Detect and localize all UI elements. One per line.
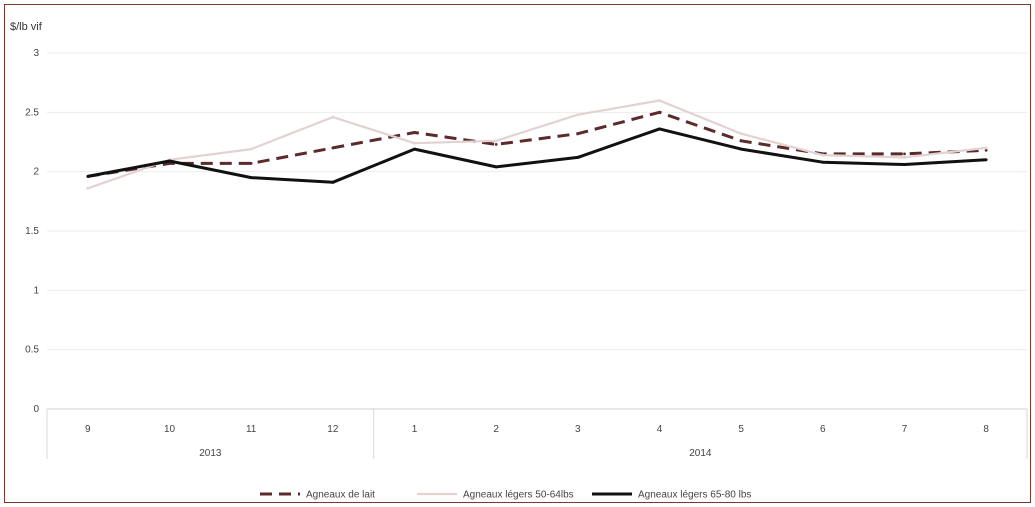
series-line — [87, 99, 987, 190]
y-tick-label: 1.5 — [25, 226, 39, 237]
y-tick-label: 0.5 — [25, 345, 39, 356]
data-point — [658, 110, 661, 114]
x-tick-label: 5 — [738, 424, 744, 435]
chart-frame: $/lb vif 0 0.5 1 1.5 2 2.5 3 9 10 11 12 1 2 3 4 5 6 7 8 201… — [4, 4, 1031, 503]
data-point — [249, 161, 253, 165]
data-point — [903, 152, 906, 156]
line-chart: $/lb vif 00.511.522.539 10 11 12 1 2 3 4 5 6 7 8201… — [10, 21, 1028, 501]
x-tick-label: 12 — [327, 424, 339, 435]
x-tick-label: 8 — [983, 424, 989, 435]
data-point — [494, 142, 498, 146]
x-group-label: 2013 — [199, 448, 222, 459]
legend-label: Agneaux légers 50-64lbs — [463, 490, 574, 501]
data-point — [903, 156, 906, 159]
data-point — [331, 146, 335, 150]
x-tick-label: 3 — [575, 424, 581, 435]
x-group-label: 2014 — [689, 448, 712, 459]
x-tick-label: 11 — [246, 424, 257, 435]
data-point — [658, 127, 661, 131]
data-point — [984, 158, 988, 162]
y-tick-label: 0 — [33, 404, 39, 415]
data-point — [413, 147, 416, 151]
data-point — [903, 163, 906, 166]
legend-label: Agneaux légers 65-80 lbs — [638, 490, 751, 501]
series-line — [87, 110, 987, 178]
data-point — [984, 148, 988, 152]
data-point — [331, 180, 335, 184]
y-tick-label: 2 — [33, 167, 39, 178]
data-point — [168, 159, 171, 163]
data-point — [984, 146, 988, 150]
y-tick-label: 1 — [33, 285, 39, 296]
legend-label: Agneaux de lait — [306, 490, 375, 501]
data-point — [249, 176, 253, 180]
data-point — [739, 139, 743, 143]
data-point — [413, 141, 416, 145]
data-point — [821, 153, 825, 157]
x-tick-label: 7 — [902, 424, 908, 435]
y-tick-label: 3 — [33, 48, 39, 59]
y-tick-label: 2.5 — [25, 107, 39, 118]
x-tick-label: 2 — [493, 424, 499, 435]
x-tick-label: 10 — [164, 424, 176, 435]
x-tick-label: 9 — [85, 424, 91, 435]
data-point — [658, 99, 661, 102]
data-point — [821, 160, 825, 164]
data-point — [576, 156, 580, 159]
x-tick-label: 1 — [412, 424, 418, 435]
series-line — [87, 127, 987, 184]
x-tick-label: 4 — [657, 424, 663, 435]
y-axis-label: $/lb vif — [10, 21, 43, 33]
data-point — [494, 165, 498, 169]
data-point — [86, 175, 90, 178]
data-point — [576, 113, 580, 117]
data-point — [331, 115, 335, 119]
x-tick-label: 6 — [820, 424, 826, 435]
data-point — [413, 131, 416, 134]
data-point — [86, 186, 90, 190]
data-point — [739, 132, 743, 136]
data-point — [739, 147, 743, 151]
data-point — [494, 139, 498, 143]
data-point — [249, 147, 253, 151]
data-point — [576, 132, 580, 136]
